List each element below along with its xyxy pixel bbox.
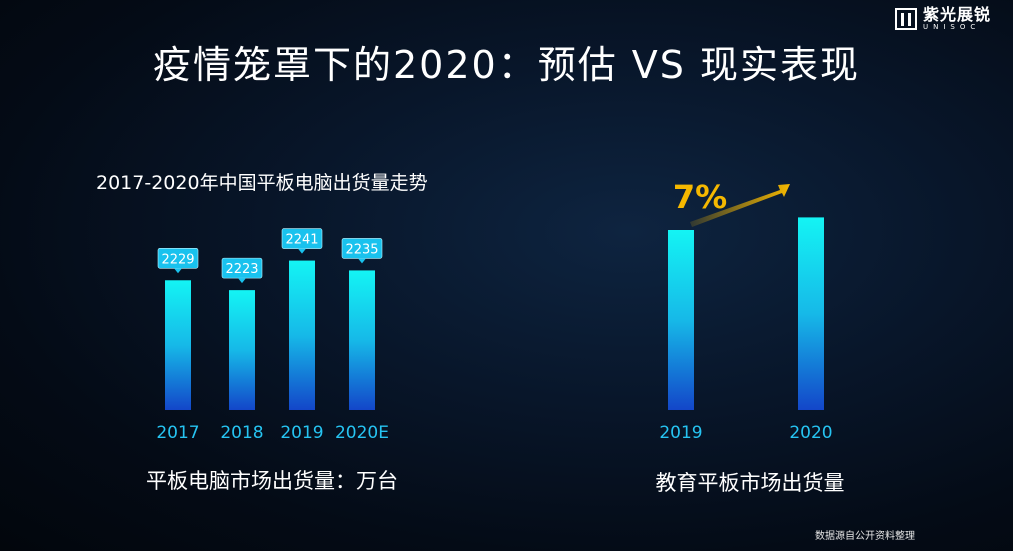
chart1-title: 2017-2020年中国平板电脑出货量走势 bbox=[96, 172, 428, 194]
chart1-data-label: 2229 bbox=[161, 252, 194, 267]
logo-en-text: UNISOC bbox=[922, 23, 981, 31]
unisoc-logo-icon bbox=[894, 8, 917, 30]
chart2-bar bbox=[668, 230, 694, 410]
logo-cn-text: 紫光展锐 bbox=[922, 5, 991, 24]
chart1-bar bbox=[229, 290, 255, 410]
chart1-x-tick: 2019 bbox=[280, 423, 323, 443]
chart1-bar bbox=[289, 260, 315, 410]
chart1-data-label: 2223 bbox=[225, 262, 258, 277]
chart1-bar bbox=[349, 270, 375, 410]
chart2-bar bbox=[798, 217, 824, 410]
chart1-bar bbox=[165, 280, 191, 410]
chart2-x-tick: 2020 bbox=[789, 423, 832, 443]
chart1-data-label: 2241 bbox=[285, 233, 318, 248]
chart1-data-label-pointer bbox=[358, 258, 366, 264]
growth-arrow-icon bbox=[690, 184, 790, 227]
chart1-data-label-pointer bbox=[298, 248, 306, 254]
chart1-x-tick: 2017 bbox=[156, 423, 199, 443]
data-source-footnote: 数据源自公开资料整理 bbox=[815, 531, 915, 542]
chart1-data-label-pointer bbox=[174, 268, 182, 274]
brand-logo: 紫光展锐 UNISOC bbox=[894, 5, 991, 31]
chart1-x-tick: 2020E bbox=[335, 423, 389, 443]
chart2-x-label: 教育平板市场出货量 bbox=[656, 471, 845, 495]
chart1-data-label: 2235 bbox=[345, 242, 378, 257]
chart2-growth-annotation: 7% bbox=[673, 178, 727, 216]
chart1-x-tick: 2018 bbox=[220, 423, 263, 443]
page-title: 疫情笼罩下的2020：预估 VS 现实表现 bbox=[153, 43, 860, 87]
chart2-x-tick: 2019 bbox=[659, 423, 702, 443]
chart1-x-label: 平板电脑市场出货量：万台 bbox=[146, 469, 398, 493]
chart1-data-label-pointer bbox=[238, 278, 246, 284]
